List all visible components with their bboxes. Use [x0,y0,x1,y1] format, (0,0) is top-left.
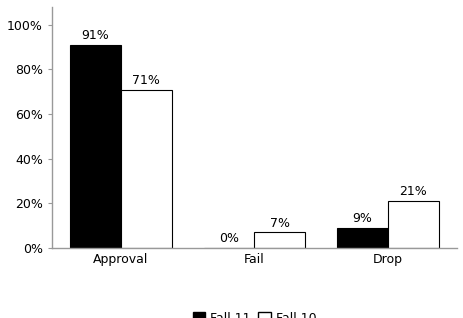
Bar [254,232,305,248]
Text: 21%: 21% [399,185,426,198]
Bar [70,45,121,248]
Text: 91%: 91% [81,29,109,42]
Text: 71%: 71% [132,74,160,87]
Bar [121,90,171,248]
Text: 9%: 9% [352,212,372,225]
Text: 7%: 7% [269,217,289,230]
Bar [387,201,438,248]
Text: 0%: 0% [219,232,238,245]
Bar [337,228,387,248]
Legend: Fall 11, Fall 10: Fall 11, Fall 10 [187,307,320,318]
